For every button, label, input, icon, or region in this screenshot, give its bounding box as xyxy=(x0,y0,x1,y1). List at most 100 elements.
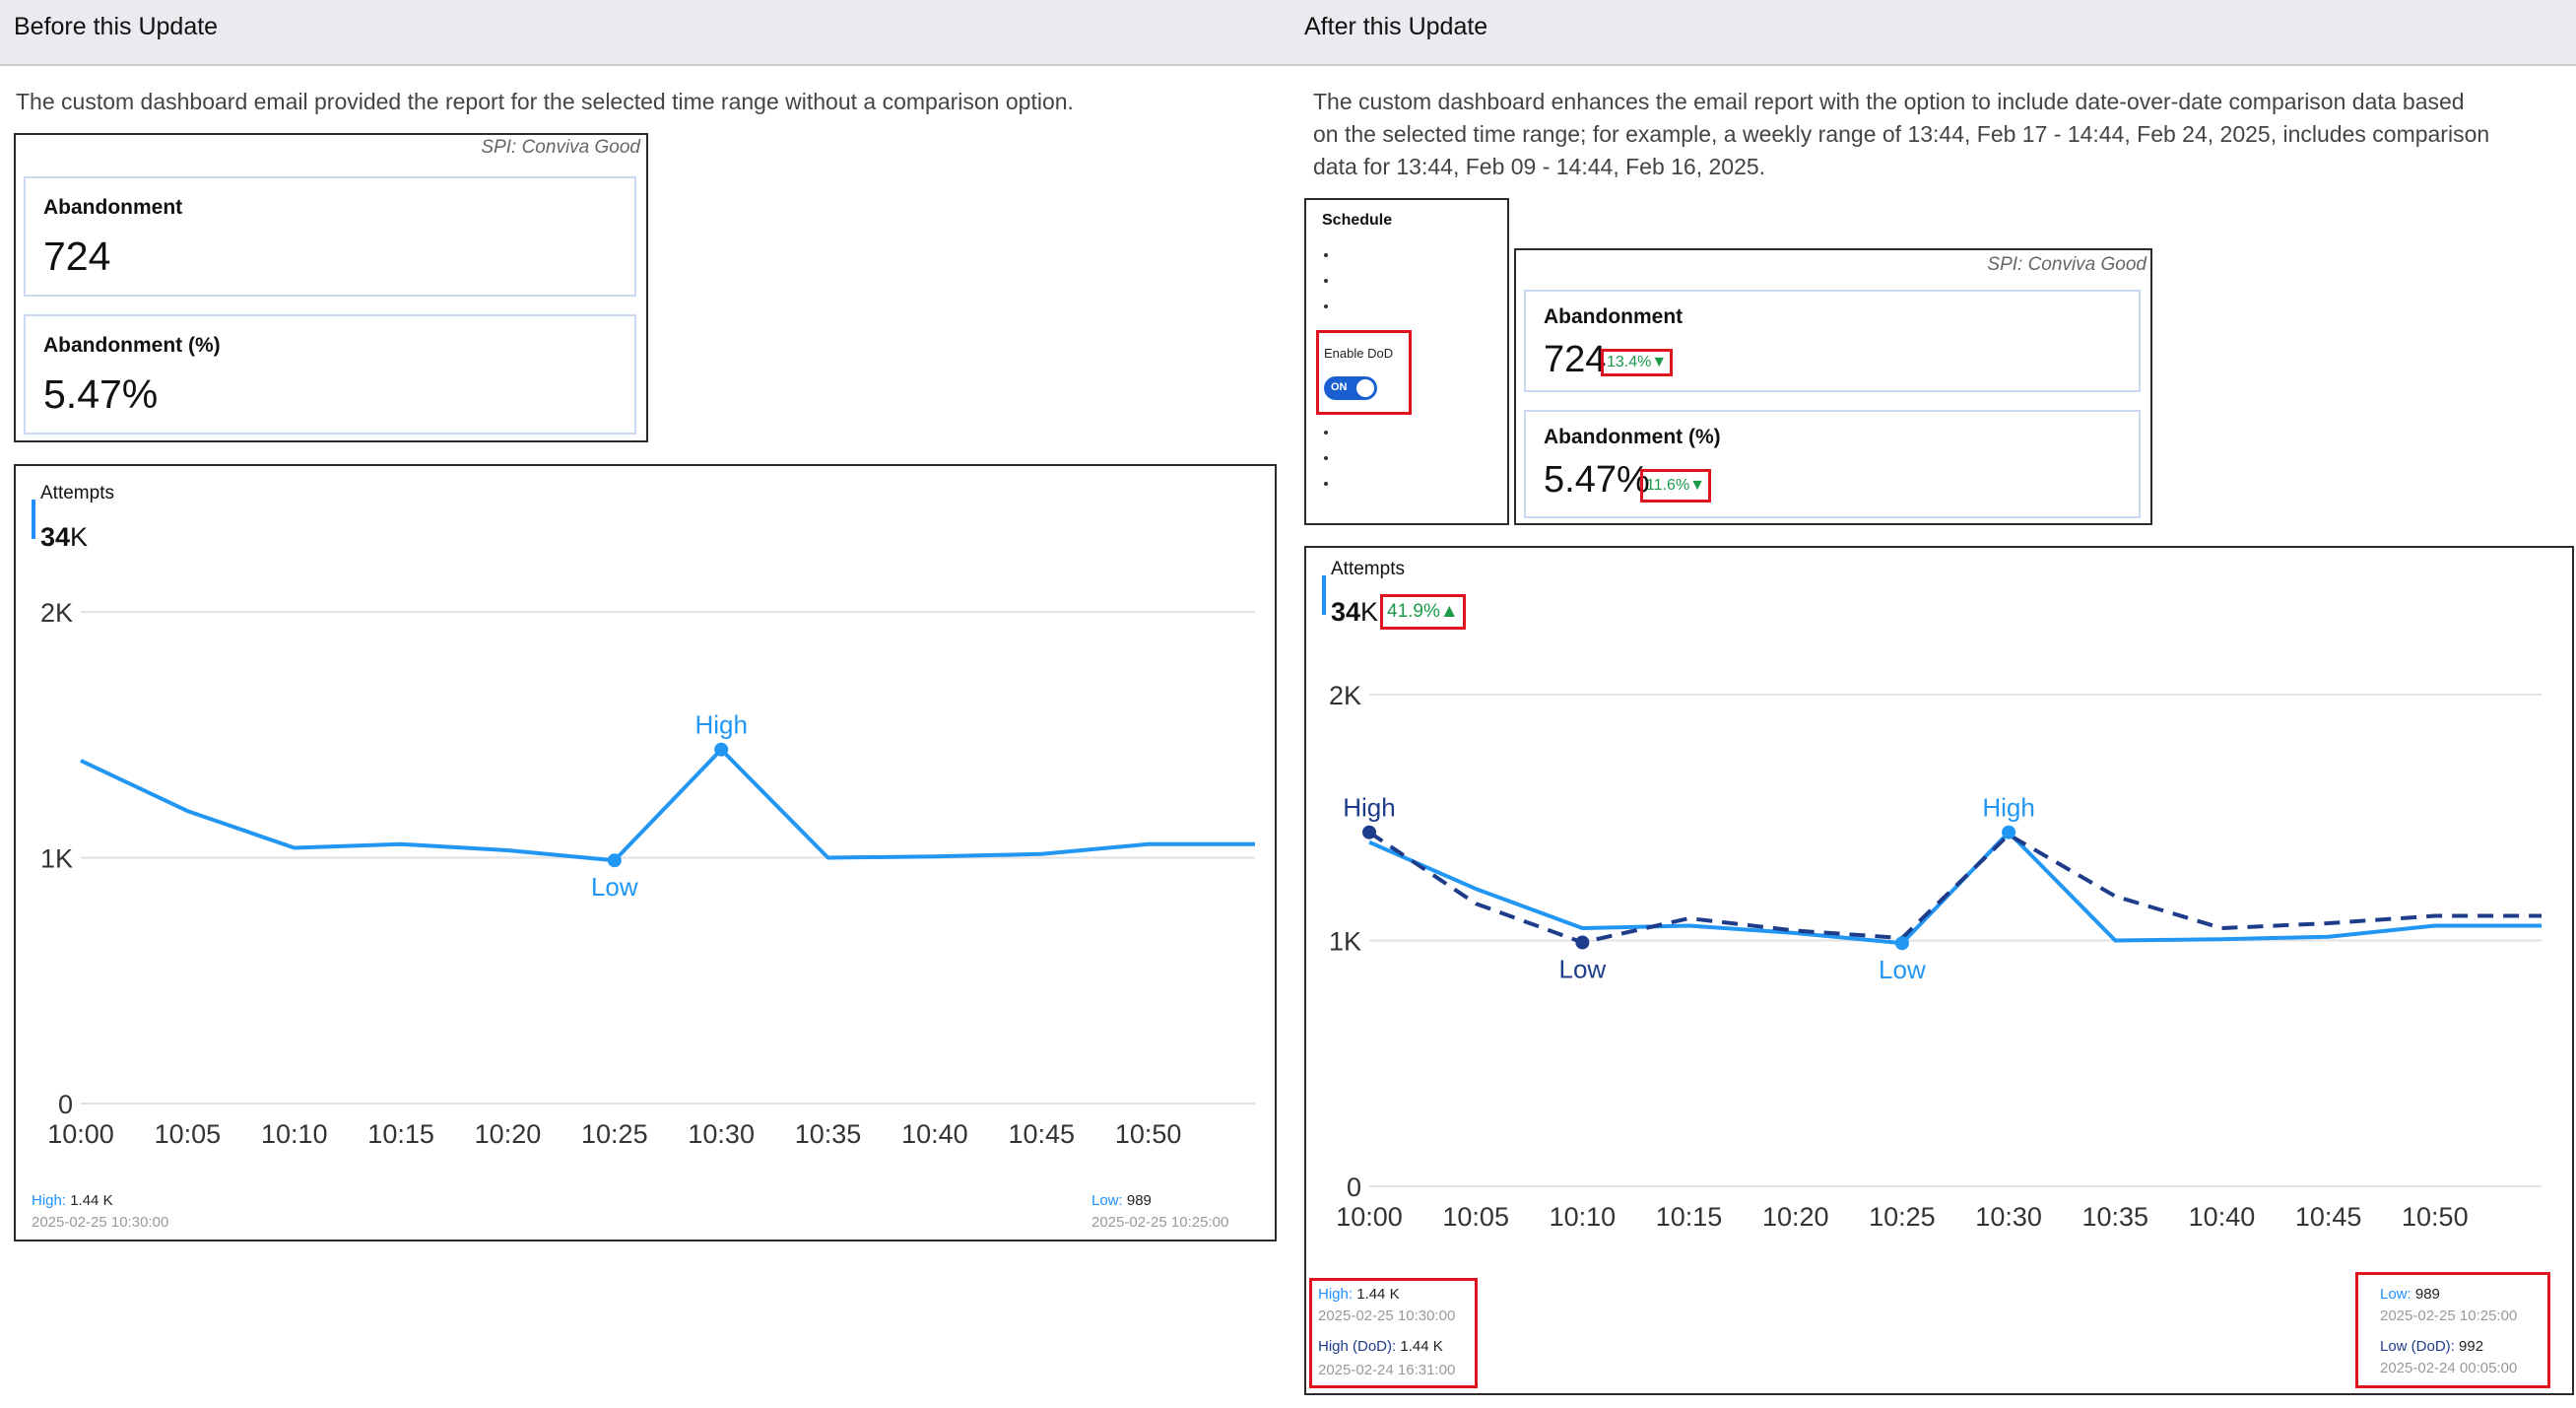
y-tick-label: 1K xyxy=(40,844,73,874)
legend-high-time: 2025-02-25 10:30:00 xyxy=(1318,1307,1456,1324)
legend-high: High: 1.44 K xyxy=(32,1192,113,1209)
legend-low-time: 2025-02-25 10:25:00 xyxy=(1091,1214,1229,1231)
after-header: After this Update xyxy=(1304,13,1488,40)
abandonment-card: Abandonment 724 xyxy=(24,176,636,297)
enable-dod-toggle[interactable]: ON xyxy=(1324,376,1377,400)
x-tick-label: 10:45 xyxy=(2295,1202,2362,1232)
description-line: The custom dashboard enhances the email … xyxy=(1313,89,2465,114)
legend-high: High: 1.44 K xyxy=(1318,1286,1400,1303)
chart-title: Attempts xyxy=(1331,559,1405,579)
x-tick-label: 10:40 xyxy=(2189,1202,2256,1232)
description-line: on the selected time range; for example,… xyxy=(1313,121,2490,147)
chart-title: Attempts xyxy=(40,483,114,503)
x-tick-label: 10:50 xyxy=(1115,1119,1182,1149)
legend-high-dod: High (DoD): 1.44 K xyxy=(1318,1338,1443,1355)
card-value: 724 xyxy=(43,234,111,279)
legend-high-time: 2025-02-25 10:30:00 xyxy=(32,1214,169,1231)
legend-right-highlight xyxy=(2355,1272,2550,1388)
card-label: Abandonment xyxy=(43,196,183,219)
x-tick-label: 10:40 xyxy=(901,1119,968,1149)
ellipsis-dot xyxy=(1324,431,1328,435)
high-label: High xyxy=(1982,793,2034,823)
spi-label: SPI: Conviva Good xyxy=(481,137,640,158)
high-point xyxy=(714,742,729,757)
toggle-knob xyxy=(1356,379,1374,397)
card-label: Abandonment xyxy=(1544,305,1684,328)
legend-low-dod-time: 2025-02-24 00:05:00 xyxy=(2380,1360,2518,1376)
card-label: Abandonment (%) xyxy=(43,334,221,357)
abandonment-pct-card: Abandonment (%) 5.47% 11.6%▼ xyxy=(1524,410,2141,518)
high-dod-point xyxy=(1362,825,1376,839)
legend-low: Low: 989 xyxy=(2380,1286,2440,1303)
low-label: Low xyxy=(1879,955,1926,984)
before-description: The custom dashboard email provided the … xyxy=(16,89,1074,114)
low-point xyxy=(607,853,622,868)
x-tick-label: 10:20 xyxy=(475,1119,542,1149)
toggle-state: ON xyxy=(1331,381,1348,393)
chart-total: 34K xyxy=(40,522,89,552)
change-badge: 11.6%▼ xyxy=(1640,469,1712,503)
header-bar xyxy=(0,0,2576,66)
abandonment-pct-card: Abandonment (%) 5.47% xyxy=(24,314,636,435)
ellipsis-dot xyxy=(1324,253,1328,257)
ellipsis-dot xyxy=(1324,279,1328,283)
x-tick-label: 10:00 xyxy=(1336,1202,1403,1232)
before-header: Before this Update xyxy=(14,13,219,40)
card-value: 724 xyxy=(1544,339,1607,380)
high-point xyxy=(2002,825,2016,839)
y-tick-label: 1K xyxy=(1329,927,1361,957)
x-tick-label: 10:25 xyxy=(581,1119,648,1149)
legend-low-dod: Low (DoD): 992 xyxy=(2380,1338,2484,1355)
low-dod-label: Low xyxy=(1559,954,1607,983)
x-tick-label: 10:25 xyxy=(1869,1202,1936,1232)
card-value: 5.47% xyxy=(1544,459,1650,501)
x-tick-label: 10:35 xyxy=(795,1119,862,1149)
schedule-panel: Schedule Enable DoD ON xyxy=(1304,198,1509,525)
series-color-bar xyxy=(32,500,35,539)
legend-left-highlight xyxy=(1309,1278,1478,1388)
after-kpi-panel: SPI: Conviva Good Abandonment 724 13.4%▼… xyxy=(1514,248,2152,525)
legend-low-time: 2025-02-25 10:25:00 xyxy=(2380,1307,2518,1324)
x-tick-label: 10:00 xyxy=(47,1119,114,1149)
series-line-current xyxy=(80,747,1255,863)
x-tick-label: 10:10 xyxy=(261,1119,328,1149)
ellipsis-dot xyxy=(1324,482,1328,486)
after-description: The custom dashboard enhances the email … xyxy=(1313,86,2574,183)
x-tick-label: 10:05 xyxy=(1442,1202,1509,1232)
spi-label: SPI: Conviva Good xyxy=(1987,254,2147,275)
before-kpi-panel: SPI: Conviva Good Abandonment 724 Abando… xyxy=(14,133,648,442)
x-tick-label: 10:15 xyxy=(367,1119,434,1149)
x-tick-label: 10:20 xyxy=(1762,1202,1829,1232)
toggle-highlight xyxy=(1316,330,1412,415)
low-label: Low xyxy=(591,872,638,902)
change-badge: 13.4%▼ xyxy=(1601,349,1674,376)
x-tick-label: 10:45 xyxy=(1008,1119,1075,1149)
high-dod-label: High xyxy=(1343,793,1395,823)
enable-dod-label: Enable DoD xyxy=(1324,346,1394,361)
y-tick-label: 0 xyxy=(1347,1173,1361,1202)
card-value: 5.47% xyxy=(43,371,159,417)
abandonment-card: Abandonment 724 13.4%▼ xyxy=(1524,290,2141,392)
x-tick-label: 10:15 xyxy=(1656,1202,1723,1232)
y-tick-label: 2K xyxy=(40,598,73,628)
description-line: data for 13:44, Feb 09 - 14:44, Feb 16, … xyxy=(1313,154,1766,179)
schedule-title: Schedule xyxy=(1322,212,1393,229)
x-tick-label: 10:50 xyxy=(2402,1202,2469,1232)
change-badge: 41.9%▲ xyxy=(1380,594,1466,630)
after-chart-panel: Attempts 34K 41.9%▲ High: 1.44 K 2025-02… xyxy=(1304,546,2574,1395)
low-point xyxy=(1894,936,1909,951)
legend-high-dod-time: 2025-02-24 16:31:00 xyxy=(1318,1362,1456,1378)
ellipsis-dot xyxy=(1324,304,1328,308)
y-tick-label: 2K xyxy=(1329,681,1361,710)
x-tick-label: 10:30 xyxy=(1975,1202,2042,1232)
legend-low: Low: 989 xyxy=(1091,1192,1152,1209)
x-tick-label: 10:30 xyxy=(688,1119,755,1149)
card-label: Abandonment (%) xyxy=(1544,426,1721,448)
y-tick-label: 0 xyxy=(58,1090,73,1119)
low-dod-point xyxy=(1575,935,1590,950)
x-tick-label: 10:35 xyxy=(2081,1202,2148,1232)
series-color-bar xyxy=(1322,575,1326,615)
chart-total: 34K xyxy=(1331,597,1379,627)
